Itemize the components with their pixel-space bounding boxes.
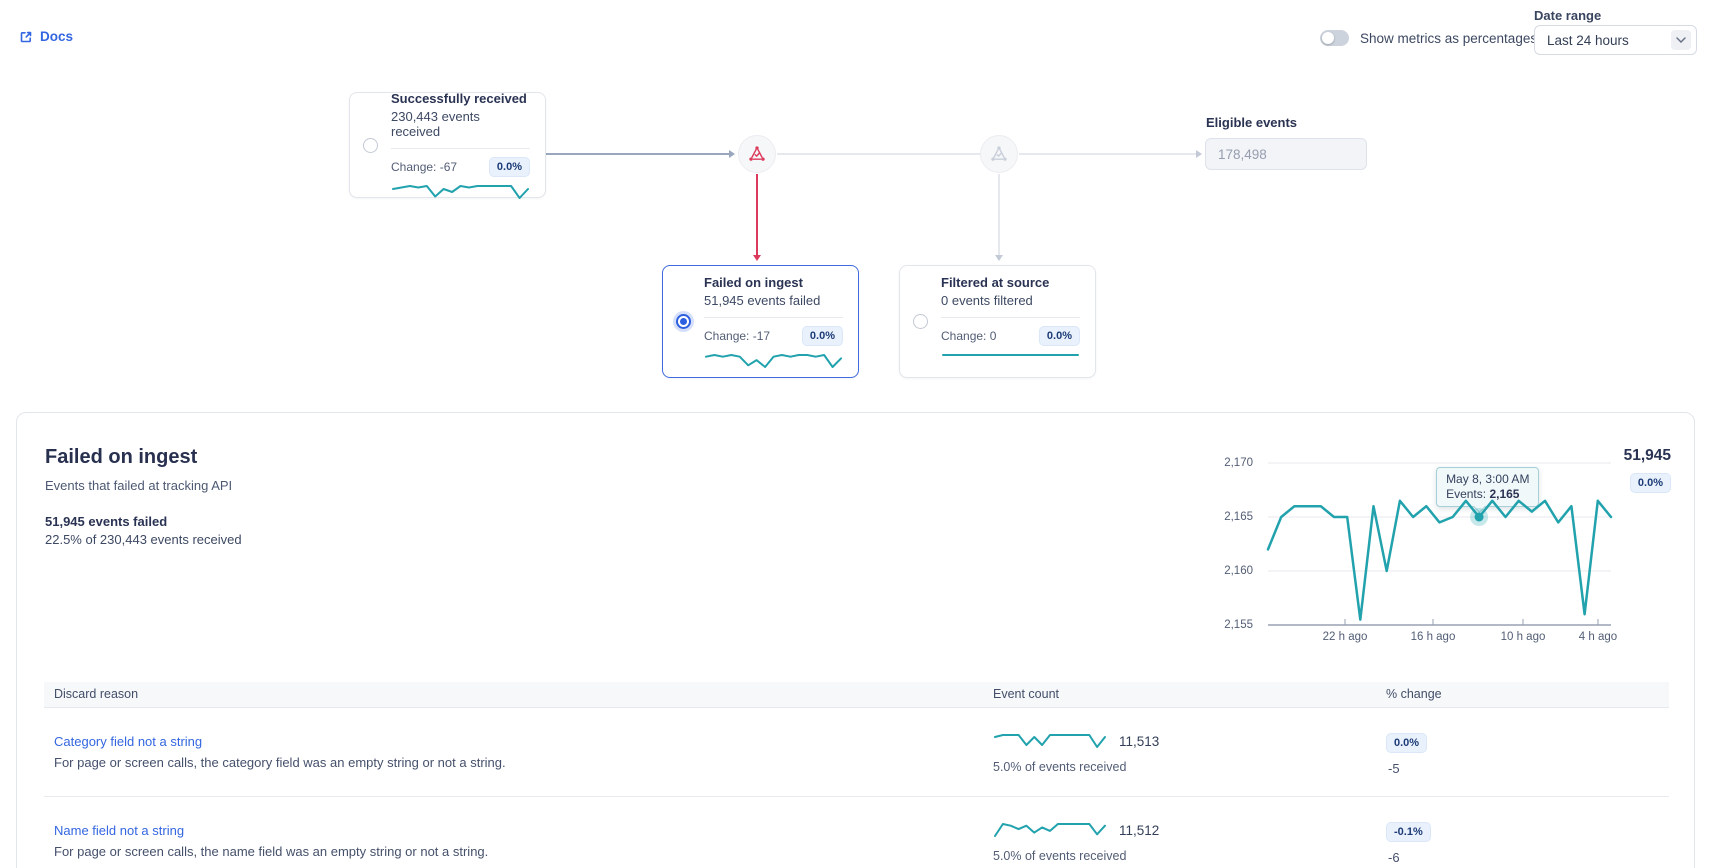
- panel-title: Failed on ingest: [45, 446, 198, 468]
- arrowhead-right-icon: [729, 150, 735, 158]
- change-label: Change: -67: [391, 159, 458, 174]
- flow-line-received-to-failed: [546, 153, 730, 155]
- radio-filtered-at-source[interactable]: [913, 314, 928, 329]
- docs-label: Docs: [40, 29, 74, 44]
- absolute-change-value: -6: [1388, 850, 1400, 865]
- event-count-value: 11,512: [1119, 822, 1160, 838]
- tooltip-events: Events: 2,165: [1446, 487, 1520, 501]
- date-range-select[interactable]: Last 24 hours: [1534, 25, 1697, 55]
- chart-x-tick-label: 22 h ago: [1322, 631, 1368, 643]
- flow-line-down-failed: [756, 174, 758, 256]
- table-row: Category field not a string For page or …: [44, 708, 1669, 797]
- chart-x-tick-label: 4 h ago: [1578, 631, 1618, 643]
- external-link-icon: [20, 31, 32, 42]
- card-title: Failed on ingest: [704, 274, 803, 290]
- docs-link[interactable]: Docs: [19, 29, 73, 44]
- chart-x-tick-label: 10 h ago: [1500, 631, 1546, 643]
- eligible-events-label: Eligible events: [1206, 115, 1298, 130]
- flow-line-failed-to-filtered: [777, 153, 980, 155]
- change-badge: 0.0%: [1038, 325, 1080, 346]
- toggle-label: Show metrics as percentages: [1360, 30, 1538, 46]
- table-row: Name field not a string For page or scre…: [44, 797, 1669, 868]
- chart-y-tick-label: 2,165: [1224, 511, 1253, 523]
- change-label: Change: -17: [704, 328, 771, 343]
- card-title: Filtered at source: [941, 274, 1050, 290]
- card-subtitle: 0 events filtered: [941, 293, 1080, 318]
- eligible-events-field[interactable]: 178,498: [1205, 138, 1367, 170]
- date-range-value: Last 24 hours: [1547, 32, 1629, 48]
- column-discard-reason: Discard reason: [54, 687, 139, 701]
- event-count-value: 11,513: [1119, 733, 1160, 749]
- sparkline: [993, 733, 1107, 749]
- failed-on-ingest-panel: Failed on ingest Events that failed at t…: [16, 412, 1695, 868]
- toggle-knob: [1322, 32, 1334, 44]
- tooltip-time: May 8, 3:00 AM: [1446, 472, 1530, 486]
- stat-events-failed: 51,945 events failed: [45, 514, 168, 529]
- reason-description: For page or screen calls, the name field…: [54, 844, 489, 859]
- column-event-count: Event count: [993, 687, 1060, 701]
- change-badge: 0.0%: [801, 325, 843, 346]
- event-count-subtext: 5.0% of events received: [993, 760, 1127, 774]
- chart-summary-value: 51,945: [1623, 447, 1671, 464]
- percent-change-badge: 0.0%: [1386, 733, 1428, 753]
- flow-line-down-filtered: [998, 174, 1000, 256]
- eligible-events-value: 178,498: [1218, 146, 1267, 162]
- radio-failed-on-ingest[interactable]: [676, 314, 691, 329]
- discard-reasons-table: Discard reason Event count % change Cate…: [44, 682, 1669, 868]
- card-subtitle: 230,443 events received: [391, 109, 530, 149]
- chart-summary: 51,945 0.0%: [1624, 447, 1671, 493]
- arrowhead-down-icon: [753, 255, 761, 261]
- chart-x-tick-label: 16 h ago: [1410, 631, 1456, 643]
- sparkline: [993, 822, 1107, 838]
- reason-description: For page or screen calls, the category f…: [54, 755, 506, 770]
- chart-hover-dot: [1474, 512, 1484, 522]
- sparkline: [704, 353, 843, 369]
- change-badge: 0.0%: [488, 156, 530, 177]
- absolute-change-value: -5: [1388, 761, 1400, 776]
- percent-change-badge: -0.1%: [1386, 822, 1431, 842]
- arrowhead-right-icon: [1196, 150, 1202, 158]
- card-filtered-at-source[interactable]: Filtered at source 0 events filtered Cha…: [899, 265, 1096, 378]
- sparkline: [391, 184, 530, 200]
- chart-summary-badge: 0.0%: [1629, 473, 1671, 493]
- card-title: Successfully received: [391, 90, 527, 106]
- panel-subtitle: Events that failed at tracking API: [45, 478, 233, 493]
- stat-percent-received: 22.5% of 230,443 events received: [45, 532, 242, 547]
- date-range-label: Date range: [1534, 8, 1602, 23]
- reason-link[interactable]: Name field not a string: [54, 823, 185, 838]
- reason-link[interactable]: Category field not a string: [54, 734, 203, 749]
- chart-y-tick-label: 2,160: [1224, 565, 1253, 577]
- validation-icon-filtered: [980, 135, 1018, 173]
- show-percentages-toggle[interactable]: [1320, 30, 1349, 46]
- chart-y-tick-label: 2,155: [1224, 619, 1253, 631]
- chevron-down-icon: [1671, 30, 1691, 50]
- validation-icon-failed: [738, 135, 776, 173]
- change-label: Change: 0: [941, 328, 997, 343]
- radio-successfully-received[interactable]: [363, 137, 378, 153]
- event-count-subtext: 5.0% of events received: [993, 849, 1127, 863]
- flow-line-filtered-to-eligible: [1019, 153, 1197, 155]
- arrowhead-down-icon: [995, 255, 1003, 261]
- card-failed-on-ingest[interactable]: Failed on ingest 51,945 events failed Ch…: [662, 265, 859, 378]
- column-percent-change: % change: [1386, 687, 1442, 701]
- chart-y-tick-label: 2,170: [1224, 457, 1253, 469]
- sparkline: [941, 353, 1080, 369]
- table-header-row: Discard reason Event count % change: [44, 682, 1669, 708]
- failed-events-chart[interactable]: 51,945 0.0% May 8, 3:00 AM Events: 2,165…: [1131, 439, 1691, 655]
- card-successfully-received[interactable]: Successfully received 230,443 events rec…: [349, 90, 546, 200]
- card-subtitle: 51,945 events failed: [704, 293, 843, 318]
